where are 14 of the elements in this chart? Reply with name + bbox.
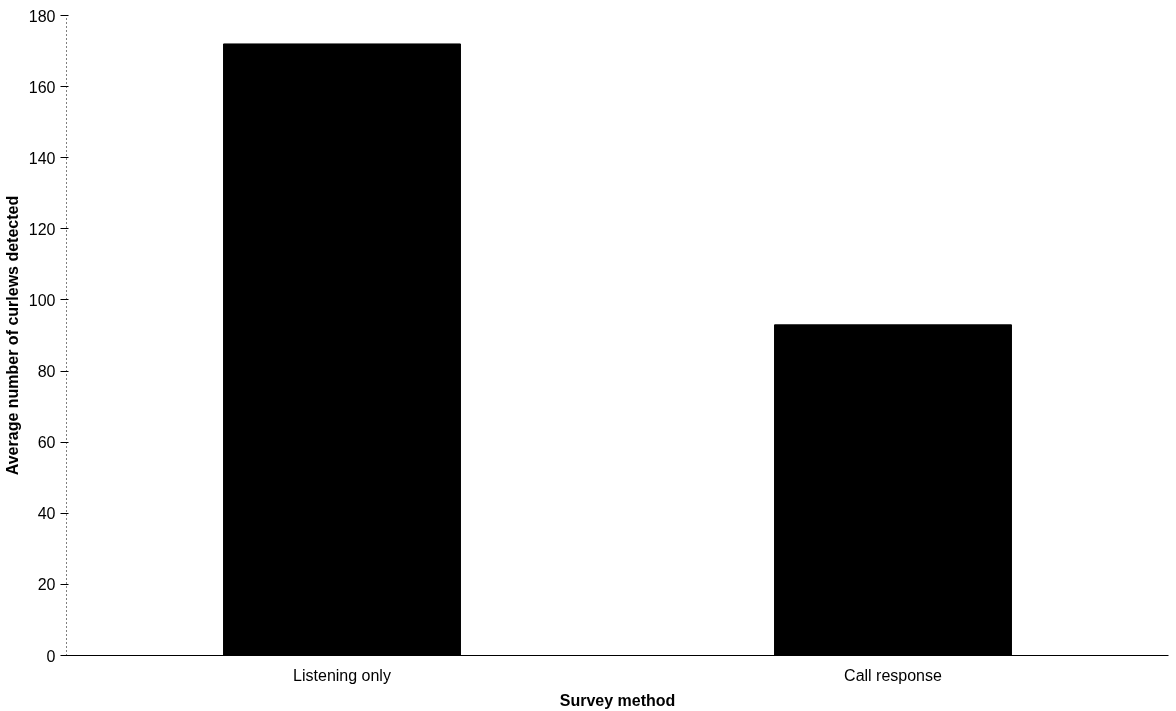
y-tick-label: 120 <box>28 220 56 238</box>
y-tick-label: 160 <box>28 78 56 96</box>
y-tick-label: 80 <box>37 363 56 381</box>
x-tick-label: Call response <box>844 666 943 684</box>
y-tick-label: 140 <box>28 149 56 167</box>
x-tick-label: Listening only <box>293 666 391 684</box>
y-tick-label: 100 <box>28 291 56 309</box>
y-tick-label: 60 <box>37 434 56 452</box>
x-axis-title: Survey method <box>559 691 676 709</box>
y-tick-label: 0 <box>46 647 56 665</box>
y-axis-title: Average number of curlews detected <box>3 195 21 476</box>
y-tick-label: 20 <box>37 576 56 594</box>
y-tick-label: 180 <box>28 7 56 25</box>
y-tick-label: 40 <box>37 505 56 523</box>
